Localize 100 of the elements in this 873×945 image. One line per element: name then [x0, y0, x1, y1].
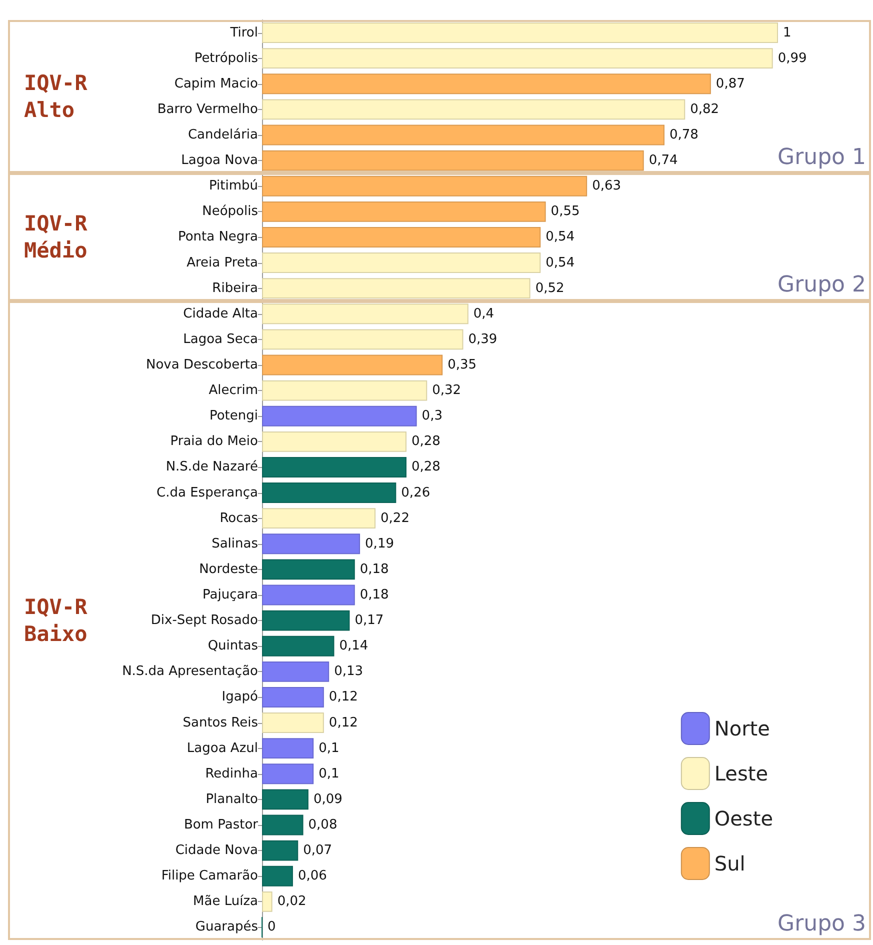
y-tick-label: Ponta Negra: [178, 230, 258, 245]
data-label: 0,07: [303, 843, 332, 858]
y-tick-label: Pajuçara: [202, 588, 258, 602]
data-label: 0,1: [318, 766, 340, 782]
data-label: 1: [783, 25, 792, 40]
bar: [262, 304, 468, 324]
data-label: 0,74: [648, 153, 678, 168]
bar: [262, 278, 530, 299]
y-tick-label: Cidade Nova: [175, 843, 258, 858]
bar: [262, 150, 644, 171]
data-label: 0,87: [716, 76, 745, 92]
y-tick-label: Guarapés: [195, 920, 258, 935]
y-tick-label: C.da Esperança: [156, 485, 258, 500]
bar: [262, 661, 330, 682]
text: IQV-R Médio: [24, 212, 100, 263]
bar: [262, 891, 272, 912]
y-tick-label: N.S.da Apresentação: [122, 664, 258, 680]
data-label: 0,02: [277, 894, 306, 910]
bar: [262, 329, 464, 350]
data-label: 0,28: [411, 460, 440, 475]
data-label: 0,35: [448, 358, 477, 372]
bar: [262, 584, 355, 606]
data-label: 0,06: [298, 868, 327, 884]
data-label: 0,1: [318, 740, 340, 756]
y-tick-label: Bom Pastor: [184, 818, 259, 832]
data-label: 0,99: [778, 50, 807, 66]
y-tick-label: Petrópolis: [194, 50, 258, 66]
data-label: 0,82: [690, 102, 720, 117]
data-label: 0,55: [550, 204, 580, 220]
data-label: 0,09: [313, 792, 342, 807]
bar: [262, 712, 324, 733]
bar: [262, 201, 546, 222]
data-label: 0,19: [365, 536, 394, 552]
data-label: 0,4: [473, 306, 494, 322]
bar: [262, 176, 588, 196]
bar: [262, 406, 417, 426]
y-tick-label: Areia Preta: [186, 255, 258, 270]
y-tick-label: Planalto: [206, 792, 258, 807]
bar: [262, 457, 406, 478]
y-tick-label: Mãe Luíza: [193, 894, 258, 910]
bar: [262, 610, 350, 631]
y-tick-label: N.S.de Nazaré: [166, 460, 258, 475]
bar: [262, 380, 428, 401]
bar: [262, 636, 334, 656]
data-label: 0,54: [546, 230, 575, 245]
y-tick-label: Quintas: [208, 638, 258, 654]
text: IQV-R Baixo: [24, 595, 100, 646]
bar: [262, 687, 324, 708]
y-tick-label: Santos Reis: [182, 715, 258, 730]
legend-label: Norte: [714, 716, 770, 740]
data-label: 0,18: [360, 562, 389, 577]
data-label: 0,78: [669, 128, 698, 142]
y-tick-label: Lagoa Nova: [181, 153, 258, 168]
bar: [262, 74, 711, 94]
text: IQV-R Alto: [24, 71, 100, 122]
data-label: 0,54: [546, 255, 575, 270]
y-tick-label: Tirol: [229, 25, 258, 40]
y-tick-label: Barro Vermelho: [157, 102, 258, 117]
data-label: 0,17: [354, 613, 384, 628]
data-label: 0,3: [422, 408, 442, 424]
bar: [262, 814, 304, 836]
bar: [262, 482, 396, 503]
data-label: 0,22: [380, 510, 410, 526]
data-label: 0,08: [308, 818, 338, 832]
data-label: 0,39: [468, 332, 498, 347]
y-tick-label: Capim Macio: [174, 76, 258, 92]
bar: [262, 738, 314, 759]
bar: [262, 534, 360, 554]
y-tick-label: Pitimbú: [208, 178, 258, 194]
data-label: 0,28: [411, 434, 440, 450]
bar: [262, 252, 541, 273]
data-label: 0,52: [535, 280, 564, 296]
data-label: 0,13: [334, 664, 364, 680]
y-tick-label: Nordeste: [199, 562, 258, 577]
y-tick-label: Alecrim: [208, 383, 258, 398]
data-label: 0,14: [339, 638, 368, 654]
bar: [262, 789, 308, 810]
bar: [262, 354, 443, 376]
y-tick-label: Neópolis: [202, 204, 258, 220]
bar: [262, 124, 664, 146]
y-tick-label: Redinha: [205, 766, 258, 782]
bar: [262, 559, 355, 580]
bar: [262, 227, 541, 248]
y-tick-label: Salinas: [212, 536, 258, 552]
bar: [262, 508, 376, 529]
bar: [262, 99, 686, 120]
y-tick-label: Igapó: [222, 690, 258, 705]
text: Grupo 1: [778, 144, 866, 170]
y-tick-label: Lagoa Azul: [186, 740, 258, 756]
data-label: 0,12: [328, 690, 358, 705]
data-label: 0,12: [328, 715, 358, 730]
y-tick-label: Praia do Meio: [170, 434, 258, 450]
y-tick-label: Cidade Alta: [183, 306, 258, 322]
y-tick-label: Filipe Camarão: [161, 868, 258, 884]
y-tick-label: Ribeira: [212, 280, 258, 296]
data-label: 0,18: [360, 588, 389, 602]
legend-label: Sul: [714, 852, 746, 876]
text: Grupo 2: [778, 272, 866, 298]
y-tick-label: Nova Descoberta: [146, 358, 258, 372]
data-label: 0,26: [401, 485, 430, 500]
